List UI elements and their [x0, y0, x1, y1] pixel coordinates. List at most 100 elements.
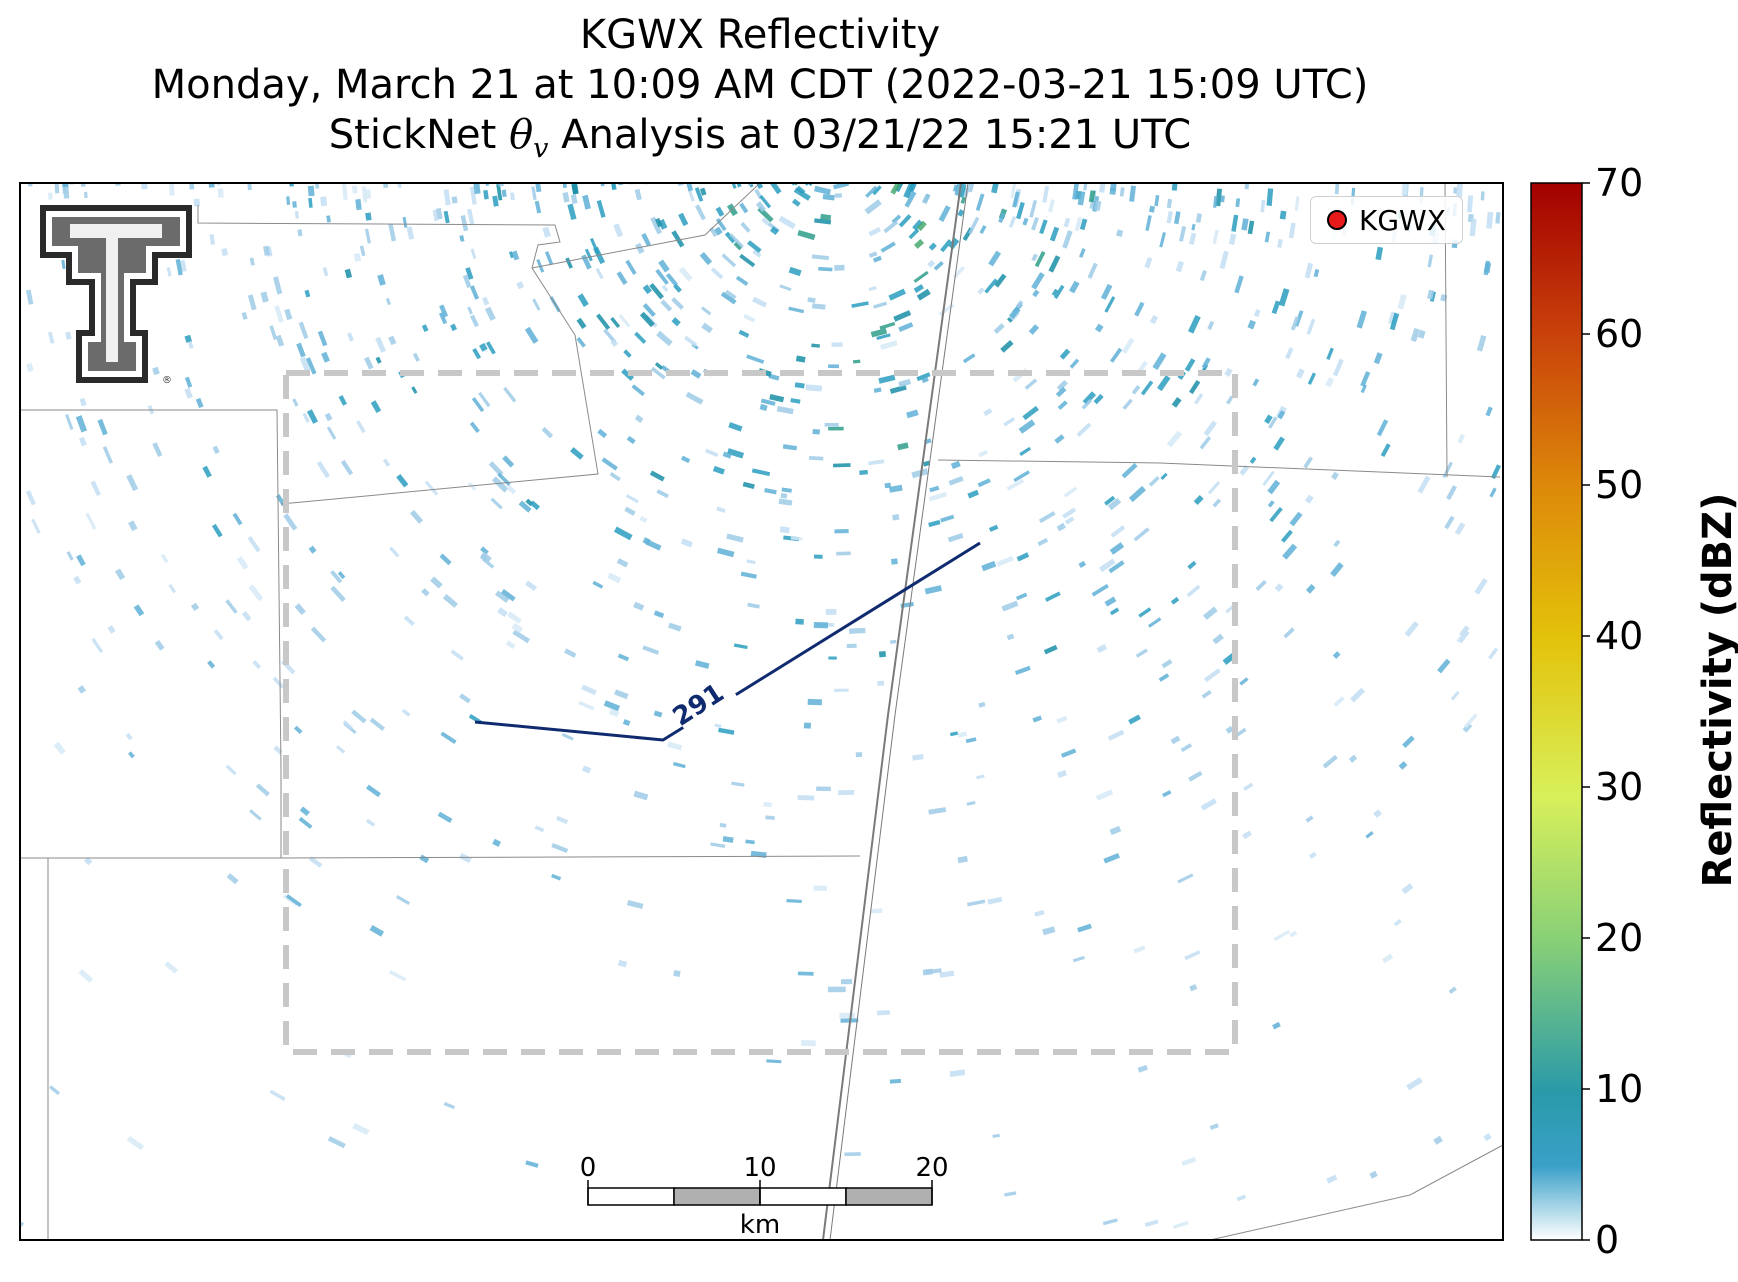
echo-pixel — [768, 373, 780, 381]
echo-pixel — [166, 267, 172, 277]
echo-pixel — [898, 322, 914, 332]
echo-pixel — [209, 234, 216, 245]
echo-pixel — [949, 1069, 966, 1077]
echo-pixel — [469, 186, 477, 205]
echo-pixel — [1108, 560, 1125, 574]
echo-pixel — [1212, 195, 1218, 208]
echo-pixel — [1152, 352, 1167, 370]
echo-pixel — [512, 629, 531, 644]
echo-pixel — [469, 285, 480, 300]
echo-pixel — [508, 251, 514, 259]
echo-pixel — [654, 217, 663, 228]
echo-pixel — [1253, 309, 1261, 318]
echo-pixel — [1239, 464, 1250, 476]
echo-pixel — [710, 842, 726, 848]
echo-pixel — [1063, 217, 1071, 228]
echo-pixel — [683, 335, 698, 347]
echo-pixel — [412, 352, 420, 362]
echo-pixel — [114, 568, 126, 581]
echo-pixel — [1166, 211, 1173, 224]
echo-pixel — [409, 509, 424, 524]
echo-pixel — [916, 220, 927, 232]
echo-pixel — [898, 214, 912, 228]
echo-pixel — [352, 1122, 370, 1136]
echo-pixel — [610, 339, 619, 348]
echo-pixel — [479, 553, 488, 562]
echo-pixel — [337, 571, 346, 580]
echo-pixel — [1014, 665, 1031, 675]
echo-pixel — [395, 895, 411, 906]
echo-pixel — [20, 1217, 25, 1228]
echo-pixel — [738, 329, 750, 338]
echo-pixel — [269, 1089, 286, 1102]
echo-pixel — [402, 216, 408, 228]
title-time: Monday, March 21 at 10:09 AM CDT (2022-0… — [151, 62, 1369, 108]
echo-pixel — [803, 722, 812, 729]
echo-pixel — [719, 822, 727, 828]
echo-pixel — [1262, 470, 1275, 486]
echo-pixel — [1225, 725, 1234, 734]
echo-pixel — [80, 183, 86, 187]
echo-pixel — [435, 208, 443, 220]
echo-pixel — [1401, 183, 1408, 196]
echo-pixel — [661, 284, 669, 292]
echo-pixel — [1104, 596, 1117, 607]
echo-pixel — [903, 183, 916, 199]
echo-pixel — [1448, 986, 1457, 994]
echo-pixel — [864, 199, 882, 215]
echo-pixel — [73, 575, 82, 585]
echo-pixel — [1389, 312, 1400, 331]
map-frame — [19, 182, 1504, 1241]
echo-pixel — [1453, 187, 1458, 194]
echo-pixel — [31, 518, 41, 534]
echo-pixel — [48, 331, 55, 344]
echo-pixel — [195, 397, 204, 409]
echo-pixel — [352, 185, 358, 194]
echo-pixel — [721, 253, 737, 268]
echo-pixel — [1054, 434, 1065, 444]
echo-pixel — [735, 275, 749, 287]
echo-pixel — [1077, 923, 1092, 933]
echo-pixel — [54, 183, 60, 194]
echo-pixel — [1031, 217, 1039, 231]
echo-pixel — [298, 321, 309, 339]
echo-pixel — [1109, 825, 1122, 836]
echo-pixel — [443, 1101, 456, 1110]
echo-pixel — [870, 908, 883, 914]
echo-pixel — [1119, 187, 1125, 197]
echo-pixel — [827, 986, 846, 993]
echo-pixel — [85, 512, 97, 530]
echo-pixel — [1069, 280, 1080, 294]
echo-pixel — [1417, 475, 1431, 494]
echo-pixel — [596, 313, 611, 331]
echo-pixel — [1331, 471, 1339, 481]
echo-pixel — [529, 500, 540, 511]
scale-unit: km — [739, 1210, 781, 1240]
echo-pixel — [634, 414, 644, 423]
echo-pixel — [1309, 851, 1317, 859]
echo-pixel — [1093, 393, 1104, 405]
echo-pixel — [808, 455, 824, 461]
echo-pixel — [912, 219, 923, 231]
echo-pixel — [1281, 529, 1293, 543]
echo-pixel — [450, 323, 457, 332]
echo-pixel — [1201, 357, 1211, 369]
echo-pixel — [916, 372, 931, 382]
echo-pixel — [1442, 461, 1453, 479]
echo-pixel — [1138, 607, 1152, 618]
echo-pixel — [356, 420, 366, 434]
echo-pixel — [685, 183, 694, 192]
echo-pixel — [1188, 314, 1201, 334]
echo-pixel — [479, 342, 488, 352]
echo-pixel — [966, 899, 986, 907]
echo-pixel — [1049, 226, 1060, 242]
echo-pixel — [406, 226, 415, 240]
echo-pixel — [338, 395, 347, 406]
echo-pixel — [609, 472, 621, 482]
echo-pixel — [501, 189, 507, 198]
echo-pixel — [1069, 358, 1080, 369]
echo-pixel — [878, 650, 887, 658]
echo-pixel — [778, 498, 793, 506]
echo-pixel — [288, 183, 294, 187]
echo-pixel — [330, 570, 343, 584]
